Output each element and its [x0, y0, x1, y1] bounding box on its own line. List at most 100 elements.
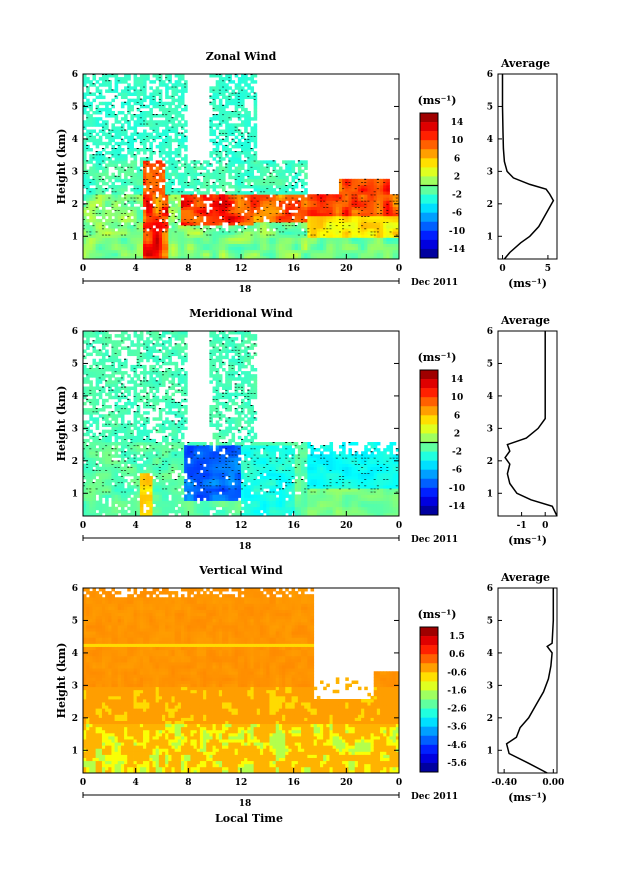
heatmap-cell — [133, 228, 138, 232]
heatmap-cell — [98, 194, 103, 198]
heatmap-cell — [114, 506, 119, 511]
heatmap-cell — [196, 181, 201, 186]
heatmap-cell — [228, 80, 232, 84]
heatmap-cell — [143, 255, 147, 260]
heatmap-cell — [304, 225, 308, 229]
heatmap-cell — [162, 83, 166, 87]
heatmap-cell — [225, 194, 229, 198]
contour-speck — [383, 206, 386, 208]
heatmap-cell — [95, 469, 100, 474]
heatmap-cell — [231, 123, 236, 127]
heatmap-cell — [345, 218, 349, 223]
heatmap-cell — [171, 234, 176, 238]
heatmap-cell — [357, 200, 362, 204]
heatmap-cell — [180, 126, 185, 130]
heatmap-cell — [124, 117, 128, 121]
heatmap-cell — [357, 206, 362, 211]
heatmap-cell — [92, 401, 97, 406]
heatmap-cell — [244, 172, 248, 177]
heatmap-cell — [304, 243, 308, 248]
heatmap-cell — [310, 246, 315, 251]
heatmap-cell — [222, 231, 226, 235]
heatmap-cell — [168, 243, 172, 248]
heatmap-cell — [89, 172, 93, 177]
heatmap-cell — [190, 228, 194, 232]
heatmap-cell — [117, 225, 122, 229]
heatmap-cell — [370, 222, 375, 226]
heatmap-cell — [89, 408, 93, 412]
heatmap-cell — [193, 172, 198, 177]
heatmap-cell — [174, 151, 179, 155]
heatmap-cell — [111, 194, 115, 198]
heatmap-cell — [301, 191, 305, 195]
heatmap-cell — [165, 206, 169, 211]
contour-speck — [136, 107, 139, 109]
heatmap-cell — [231, 222, 236, 226]
contour-speck — [253, 222, 256, 223]
contour-speck — [294, 225, 297, 227]
heatmap-cell — [101, 457, 106, 461]
heatmap-cell — [105, 169, 109, 174]
heatmap-cell — [383, 246, 387, 251]
heatmap-cell — [392, 194, 397, 198]
contour-speck — [89, 392, 92, 394]
heatmap-cell — [101, 194, 106, 198]
contour-speck — [250, 234, 253, 236]
contour-speck — [98, 389, 101, 391]
heatmap-cell — [133, 234, 138, 238]
heatmap-cell — [114, 442, 119, 446]
heatmap-cell — [133, 74, 138, 78]
heatmap-cell — [114, 346, 119, 350]
heatmap-cell — [241, 240, 245, 244]
heatmap-cell — [101, 120, 106, 124]
contour-speck — [89, 448, 92, 450]
heatmap-cell — [117, 169, 122, 174]
heatmap-cell — [256, 252, 261, 257]
contour-speck — [133, 197, 136, 199]
contour-speck — [83, 475, 85, 477]
heatmap-cell — [177, 175, 182, 180]
heatmap-cell — [206, 231, 210, 235]
contour-speck — [117, 154, 120, 156]
heatmap-cell — [114, 218, 119, 223]
contour-speck — [225, 135, 228, 137]
contour-speck — [127, 141, 130, 143]
contour-speck — [237, 206, 240, 208]
heatmap-cell — [206, 255, 210, 260]
heatmap-cell — [389, 228, 394, 232]
heatmap-cell — [180, 185, 185, 189]
heatmap-cell — [130, 252, 134, 257]
heatmap-cell — [133, 86, 138, 90]
heatmap-cell — [266, 225, 270, 229]
heatmap-cell — [111, 231, 115, 235]
contour-speck — [143, 228, 146, 230]
heatmap-cell — [342, 234, 346, 238]
heatmap-cell — [338, 181, 343, 186]
heatmap-cell — [294, 206, 299, 211]
heatmap-cell — [149, 135, 153, 140]
contour-speck — [190, 194, 193, 196]
heatmap-cell — [316, 218, 321, 223]
heatmap-cell — [105, 479, 109, 483]
heatmap-cell — [361, 255, 365, 260]
heatmap-cell — [380, 218, 384, 223]
heatmap-cell — [212, 129, 217, 133]
contour-speck — [184, 83, 187, 85]
heatmap-cell — [203, 209, 207, 214]
contour-speck — [395, 234, 398, 236]
contour-speck — [278, 188, 281, 190]
heatmap-cell — [278, 175, 283, 180]
heatmap-cell — [120, 503, 125, 508]
heatmap-cell — [158, 246, 163, 251]
contour-speck — [247, 206, 250, 208]
heatmap-cell — [351, 249, 356, 254]
heatmap-cell — [136, 255, 141, 260]
contour-speck — [114, 432, 117, 434]
heatmap-cell — [117, 132, 122, 137]
heatmap-cell — [304, 228, 308, 232]
heatmap-cell — [139, 104, 144, 109]
heatmap-cell — [86, 172, 90, 177]
heatmap-cell — [86, 488, 90, 492]
heatmap-cell — [206, 249, 210, 254]
heatmap-cell — [105, 334, 109, 338]
